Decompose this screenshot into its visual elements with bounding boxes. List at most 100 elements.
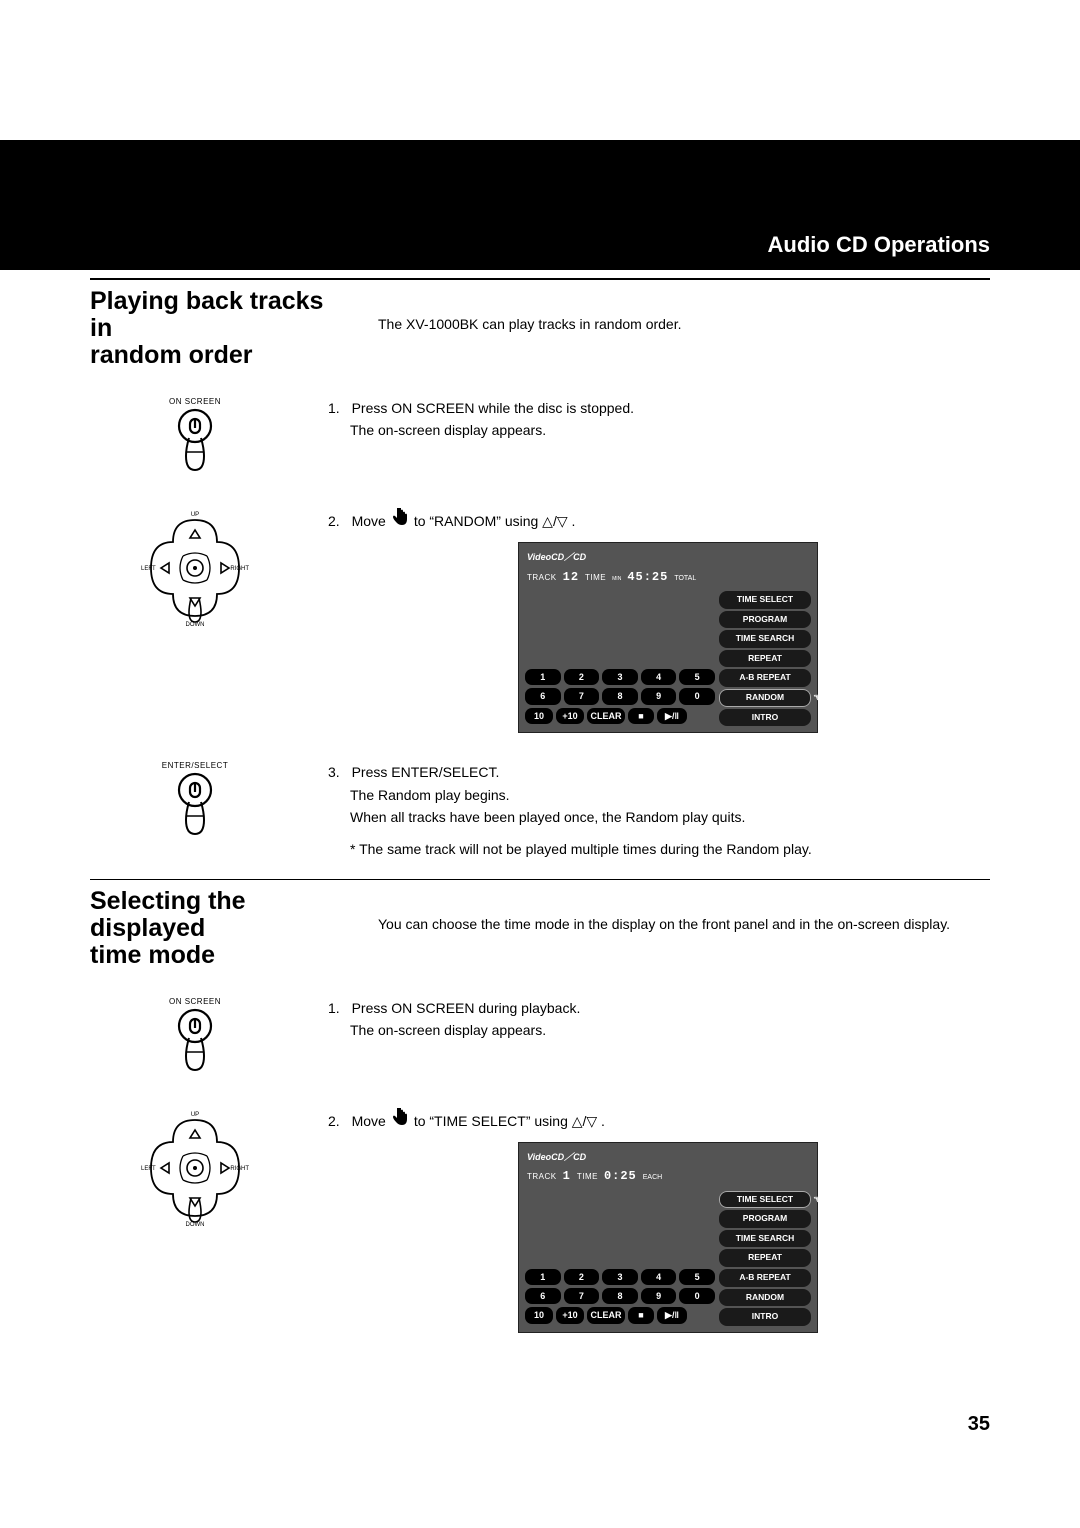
osd-key: +10	[556, 1307, 584, 1323]
step-number: 2.	[328, 1110, 340, 1132]
remote-button-onscreen: ON SCREEN	[167, 397, 223, 480]
osd-key: 6	[525, 1288, 561, 1304]
hand-cursor-icon: ☜	[813, 690, 823, 708]
icon-label: ENTER/SELECT	[162, 761, 228, 770]
osd-numpad: 1 2 3 4 5 6 7 8 9 0	[525, 669, 715, 705]
step: UP DOWN LEFT RIGHT	[90, 508, 990, 733]
osd-panel-random: VideoCD／CD TRACK 12 TIME MIN 45:25 TOTAL	[518, 542, 818, 733]
hand-cursor-icon	[390, 508, 410, 534]
remote-button-enter: ENTER/SELECT	[162, 761, 228, 844]
osd-title: VideoCD／CD	[527, 550, 586, 564]
osd-key: 5	[679, 1269, 715, 1285]
osd-key: 3	[602, 669, 638, 685]
section-intro: You can choose the time mode in the disp…	[378, 888, 950, 969]
step-note: * The same track will not be played mult…	[350, 838, 990, 860]
osd-menu-item: INTRO	[719, 1308, 811, 1326]
section-random: Playing back tracks in random order The …	[90, 288, 990, 369]
step-text: Press ENTER/SELECT.	[352, 761, 500, 783]
osd-key: 6	[525, 688, 561, 704]
heading-line: Playing back tracks in	[90, 287, 323, 342]
osd-key-clear: CLEAR	[587, 708, 625, 724]
osd-key: 10	[525, 708, 553, 724]
osd-key-clear: CLEAR	[587, 1307, 625, 1323]
osd-track-label: TRACK	[527, 1171, 557, 1184]
manual-page: Audio CD Operations Playing back tracks …	[0, 140, 1080, 1496]
osd-min-label: MIN	[612, 577, 621, 582]
dpad-up-label: UP	[191, 512, 199, 518]
remote-button-onscreen: ON SCREEN	[167, 997, 223, 1080]
header-band: Audio CD Operations	[0, 140, 1080, 270]
osd-menu-item: REPEAT	[719, 1249, 811, 1267]
osd-panel-timeselect: VideoCD／CD TRACK 1 TIME 0:25 EACH 1	[518, 1142, 818, 1333]
step-number: 2.	[328, 510, 340, 532]
osd-key: 0	[679, 1288, 715, 1304]
osd-key: 8	[602, 688, 638, 704]
osd-key: 8	[602, 1288, 638, 1304]
step-text: Press ON SCREEN during playback.	[352, 997, 581, 1019]
osd-menu-item: TIME SEARCH	[719, 1230, 811, 1248]
osd-menu-item: A-B REPEAT	[719, 1269, 811, 1287]
osd-numpad: 1 2 3 4 5 6 7 8 9 0	[525, 1269, 715, 1305]
osd-key: 1	[525, 669, 561, 685]
osd-track-label: TRACK	[527, 572, 557, 585]
hand-cursor-icon	[390, 1108, 410, 1134]
step-text: to “RANDOM” using △/▽ .	[414, 510, 576, 532]
osd-menu-item: A-B REPEAT	[719, 669, 811, 687]
osd-key: 9	[641, 1288, 677, 1304]
dpad-icon: UP DOWN LEFT RIGHT	[135, 508, 255, 628]
step-text: The on-screen display appears.	[350, 419, 990, 441]
osd-control-row: 10 +10 CLEAR ■ ▶/‖	[525, 1307, 715, 1323]
header-title: Audio CD Operations	[768, 232, 990, 258]
osd-key: 7	[564, 688, 600, 704]
hand-cursor-icon: ☜	[813, 1192, 823, 1210]
osd-menu: TIME SELECT PROGRAM TIME SEARCH REPEAT A…	[719, 591, 811, 726]
osd-menu-item-selected: RANDOM☜	[719, 689, 811, 707]
osd-key: +10	[556, 708, 584, 724]
osd-mode: TOTAL	[674, 573, 696, 584]
osd-mode: EACH	[643, 1172, 662, 1183]
osd-menu-item: REPEAT	[719, 650, 811, 668]
step-text: to “TIME SELECT” using △/▽ .	[414, 1110, 605, 1132]
step-text: When all tracks have been played once, t…	[350, 806, 990, 828]
osd-key-play: ▶/‖	[657, 1307, 687, 1323]
remote-dpad: UP DOWN LEFT RIGHT	[135, 508, 255, 628]
osd-control-row: 10 +10 CLEAR ■ ▶/‖	[525, 708, 715, 724]
dpad-left-label: LEFT	[141, 566, 156, 572]
osd-title: VideoCD／CD	[527, 1150, 586, 1164]
osd-key: 10	[525, 1307, 553, 1323]
osd-menu-item-selected: TIME SELECT☜	[719, 1191, 811, 1209]
svg-text:UP: UP	[191, 1112, 199, 1118]
osd-key: 2	[564, 1269, 600, 1285]
step-text: Press ON SCREEN while the disc is stoppe…	[352, 397, 634, 419]
step-number: 1.	[328, 397, 340, 419]
osd-menu-item: TIME SEARCH	[719, 630, 811, 648]
osd-menu: TIME SELECT☜ PROGRAM TIME SEARCH REPEAT …	[719, 1191, 811, 1326]
svg-text:DOWN: DOWN	[186, 1222, 205, 1228]
press-button-icon	[167, 408, 223, 480]
step: ON SCREEN 1. Press ON SCREEN during play…	[90, 997, 990, 1080]
icon-label: ON SCREEN	[169, 997, 221, 1006]
osd-menu-label: RANDOM	[746, 692, 784, 702]
heading-line: Selecting the displayed	[90, 887, 246, 942]
osd-key: 1	[525, 1269, 561, 1285]
section-heading: Selecting the displayed time mode	[90, 888, 350, 969]
osd-key: 0	[679, 688, 715, 704]
osd-key-stop: ■	[628, 708, 654, 724]
page-content: Playing back tracks in random order The …	[0, 278, 1080, 1373]
step: UP DOWN LEFT RIGHT 2	[90, 1108, 990, 1333]
step-text: Move	[352, 510, 386, 532]
heading-line: random order	[90, 341, 253, 369]
section-intro: The XV-1000BK can play tracks in random …	[378, 288, 682, 369]
step: ENTER/SELECT 3. Press ENTER/SELECT. The …	[90, 761, 990, 861]
rule	[90, 879, 990, 880]
osd-menu-item: RANDOM	[719, 1289, 811, 1307]
osd-key-play: ▶/‖	[657, 708, 687, 724]
osd-key: 5	[679, 669, 715, 685]
icon-label: ON SCREEN	[169, 397, 221, 406]
dpad-down-label: DOWN	[186, 622, 205, 628]
step-text: The on-screen display appears.	[350, 1019, 990, 1041]
osd-time-label: TIME	[577, 1171, 598, 1184]
press-button-icon	[167, 772, 223, 844]
remote-dpad: UP DOWN LEFT RIGHT	[135, 1108, 255, 1228]
step-text: The Random play begins.	[350, 784, 990, 806]
